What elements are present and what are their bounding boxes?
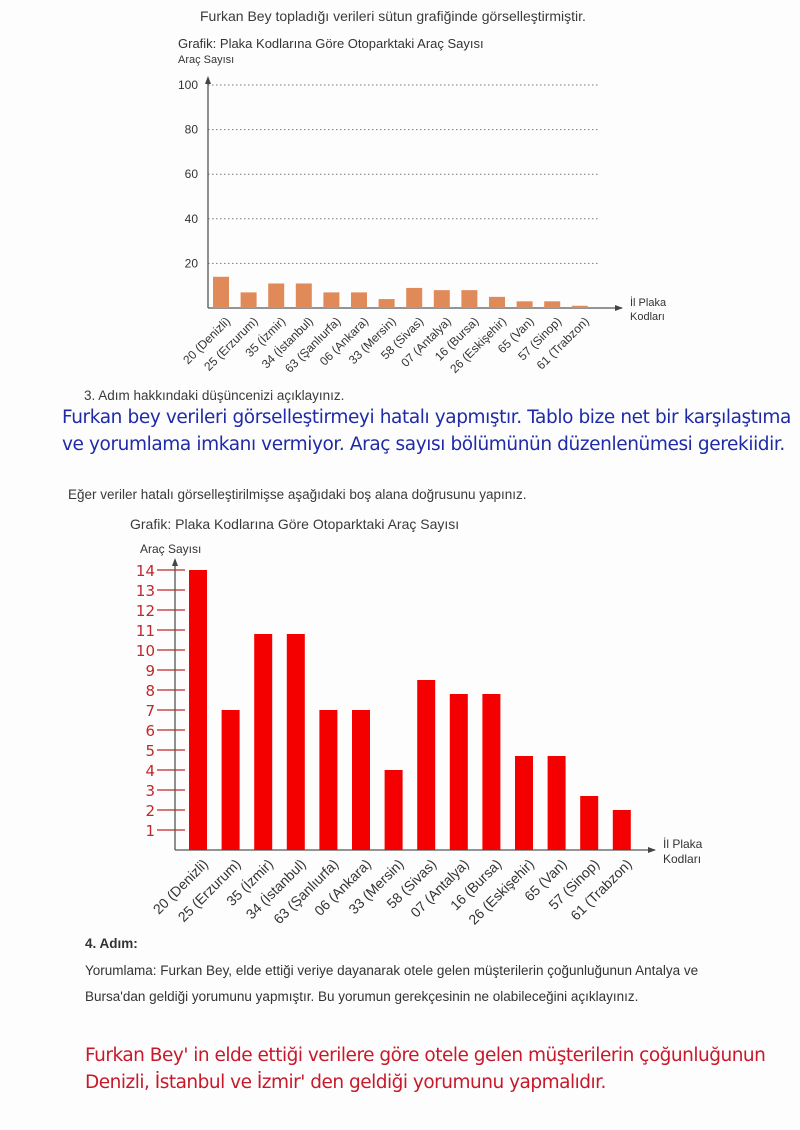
y-tick-label: 80 bbox=[185, 123, 199, 137]
y-axis-arrow bbox=[172, 558, 178, 566]
y-tick-label: 4 bbox=[145, 762, 155, 780]
step3-instruction: Eğer veriler hatalı görselleştirilmişse … bbox=[68, 487, 527, 502]
y-tick-label: 20 bbox=[185, 256, 199, 270]
y-tick-label: 14 bbox=[136, 562, 155, 580]
bar bbox=[351, 292, 367, 308]
y-tick-label: 100 bbox=[178, 78, 198, 92]
y-tick-label: 60 bbox=[185, 167, 199, 181]
bar bbox=[254, 634, 273, 850]
bar bbox=[295, 283, 312, 308]
bar bbox=[352, 710, 370, 850]
y-tick-label: 2 bbox=[145, 802, 155, 820]
y-tick-label: 40 bbox=[185, 212, 199, 226]
bar bbox=[547, 756, 566, 850]
step3-answer: Furkan bey verileri görselleştirmeyi hat… bbox=[62, 407, 791, 455]
chart2-ylabel: Araç Sayısı bbox=[140, 542, 202, 556]
bar bbox=[489, 296, 505, 308]
chart2-title: Grafik: Plaka Kodlarına Göre Otoparktaki… bbox=[130, 516, 460, 532]
y-tick-label: 10 bbox=[136, 642, 155, 660]
y-tick-label: 5 bbox=[145, 742, 155, 760]
y-tick-label: 12 bbox=[136, 602, 155, 620]
y-tick-label: 11 bbox=[136, 622, 155, 640]
bar bbox=[544, 301, 561, 308]
bar bbox=[319, 710, 338, 850]
y-tick-label: 7 bbox=[145, 702, 155, 720]
bar bbox=[378, 299, 395, 308]
bar bbox=[461, 290, 478, 308]
bar bbox=[286, 634, 305, 850]
y-tick-label: 8 bbox=[145, 682, 155, 700]
bar bbox=[268, 283, 285, 308]
y-tick-label: 1 bbox=[145, 822, 155, 840]
bar bbox=[433, 290, 450, 308]
bar bbox=[323, 292, 340, 308]
bar bbox=[406, 287, 423, 308]
x-axis-arrow bbox=[648, 847, 656, 853]
bar bbox=[221, 710, 240, 850]
bar bbox=[516, 301, 533, 308]
y-tick-label: 3 bbox=[145, 782, 155, 800]
bar bbox=[417, 680, 436, 850]
step4-question: Yorumlama: Furkan Bey, elde ettiği veriy… bbox=[85, 963, 699, 1004]
x-axis-label: Kodları bbox=[630, 311, 665, 323]
bar bbox=[571, 305, 588, 308]
chart1-title: Grafik: Plaka Kodlarına Göre Otoparktaki… bbox=[178, 36, 484, 51]
chart1-ylabel: Araç Sayısı bbox=[178, 54, 235, 66]
bar bbox=[612, 810, 631, 850]
bar bbox=[515, 756, 533, 850]
bar bbox=[384, 770, 403, 850]
bar bbox=[449, 694, 468, 850]
bar bbox=[240, 292, 257, 308]
step3-question: 3. Adım hakkındaki düşüncenizi açıklayın… bbox=[84, 388, 345, 403]
bar bbox=[189, 570, 207, 850]
bar bbox=[213, 276, 229, 308]
y-tick-label: 9 bbox=[145, 662, 155, 680]
x-axis-arrow bbox=[615, 305, 623, 311]
y-axis-arrow bbox=[205, 76, 211, 84]
step4-answer: Furkan Bey' in elde ettiği verilere göre… bbox=[85, 1045, 766, 1093]
bar bbox=[482, 694, 501, 850]
y-tick-label: 6 bbox=[145, 722, 155, 740]
step4-heading: 4. Adım: bbox=[85, 936, 138, 951]
x-axis-label: İl Plaka bbox=[663, 837, 703, 851]
y-tick-label: 13 bbox=[136, 582, 155, 600]
x-axis-label: İl Plaka bbox=[630, 296, 667, 309]
bar bbox=[580, 796, 599, 850]
x-axis-label: Kodları bbox=[663, 852, 701, 866]
intro-text: Furkan Bey topladığı verileri sütun graf… bbox=[200, 8, 586, 24]
